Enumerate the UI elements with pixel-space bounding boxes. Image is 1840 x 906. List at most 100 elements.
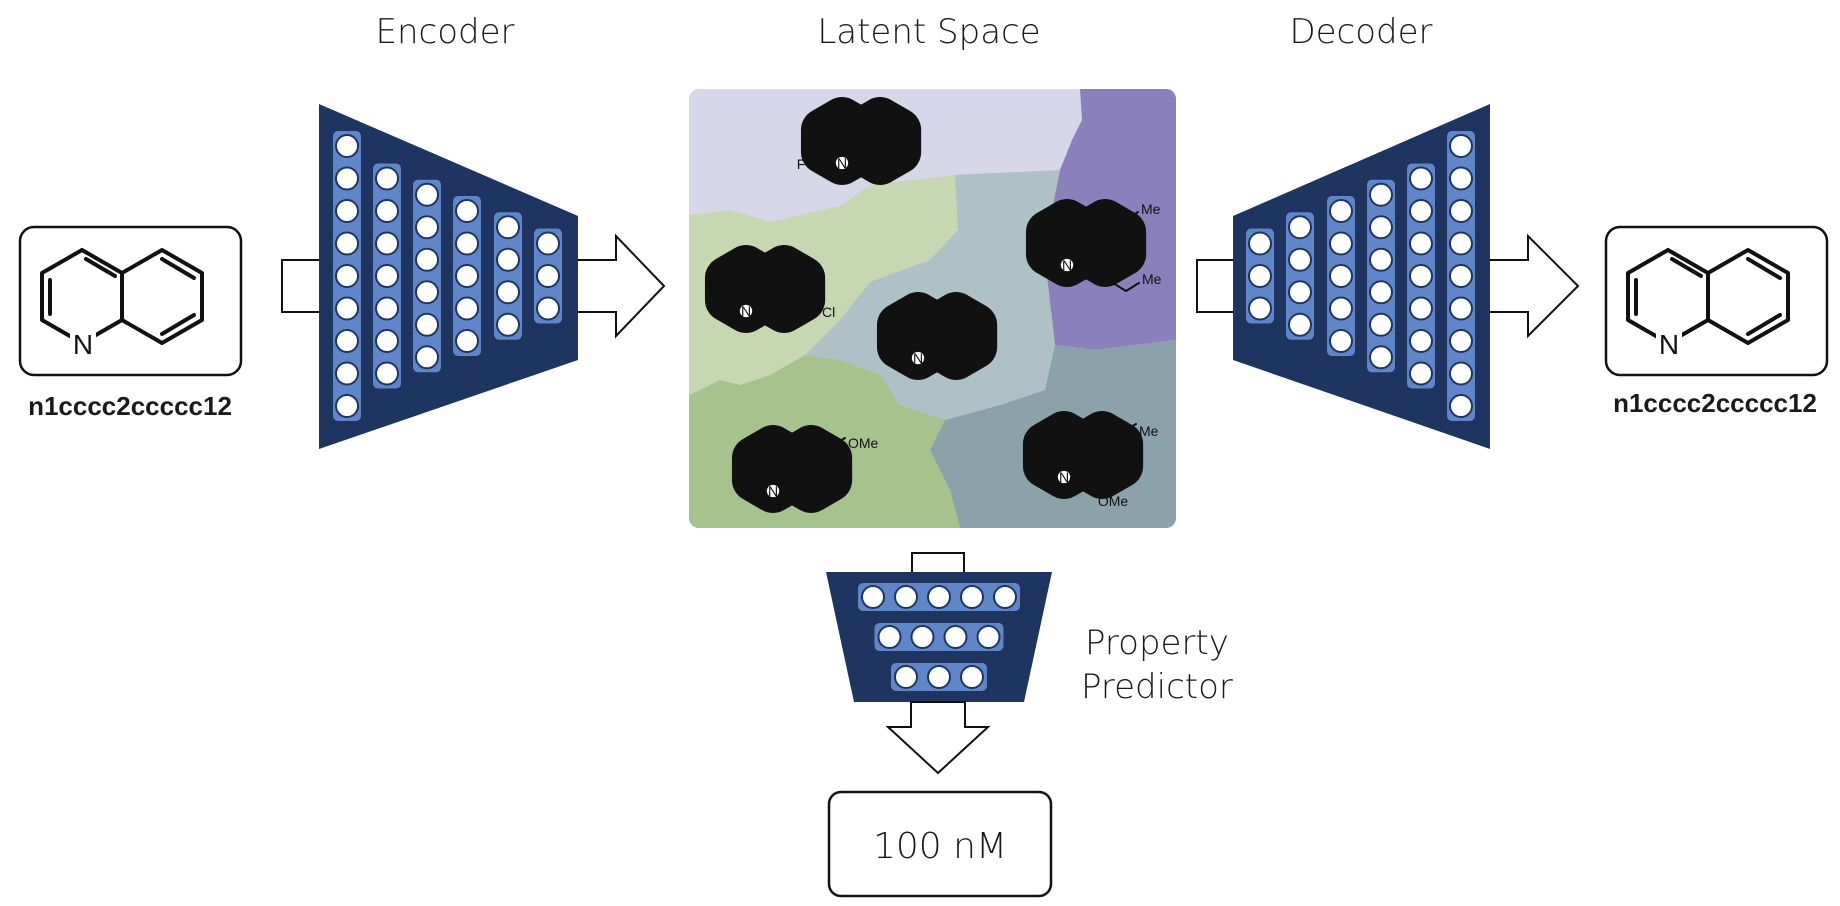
decoder-neuron bbox=[1409, 296, 1433, 321]
input-quinoline-structure: N bbox=[40, 248, 204, 360]
decoder-neuron bbox=[1288, 247, 1312, 272]
encoder-neuron bbox=[375, 166, 399, 191]
encoder-neuron bbox=[455, 296, 479, 321]
latent-atom-f: F bbox=[797, 156, 806, 172]
input-molecule: N bbox=[18, 225, 243, 377]
encoder-neuron bbox=[415, 345, 439, 370]
property-predictor-network-icon bbox=[826, 572, 1052, 702]
prediction-value: 100 nM bbox=[873, 826, 1007, 867]
decoder-neuron bbox=[1369, 280, 1393, 305]
predictor-neuron bbox=[877, 625, 902, 649]
predictor-input-stub-icon bbox=[911, 552, 965, 574]
decoder-neuron bbox=[1409, 231, 1433, 256]
encoder-neuron bbox=[415, 247, 439, 272]
encoder-neuron bbox=[415, 312, 439, 337]
decoder-neuron bbox=[1449, 134, 1473, 158]
input-smiles: n1cccc2ccccc12 bbox=[28, 391, 232, 421]
output-nitrogen-label: N bbox=[1659, 329, 1679, 360]
encoder-neuron bbox=[335, 231, 359, 256]
prediction-output-box bbox=[827, 790, 1053, 898]
encoder-neuron bbox=[335, 264, 359, 288]
encoder-neuron bbox=[335, 394, 359, 418]
decoder-neuron bbox=[1329, 296, 1353, 321]
encoder-neuron bbox=[496, 280, 520, 305]
latent-atom-n: N bbox=[741, 303, 751, 319]
latent-atom-ome: OMe bbox=[848, 435, 879, 451]
decoder-neuron bbox=[1449, 199, 1473, 223]
latent-atom-n: N bbox=[1062, 257, 1072, 273]
latent-atom-me: Me bbox=[1142, 271, 1162, 287]
decoder-neuron bbox=[1449, 264, 1473, 288]
decoder-neuron bbox=[1369, 182, 1393, 207]
predictor-neuron bbox=[910, 625, 935, 649]
predictor-neuron bbox=[976, 625, 1001, 649]
decoder-neuron bbox=[1248, 231, 1272, 256]
encoder-neuron bbox=[335, 361, 359, 386]
decoder-neuron bbox=[1369, 247, 1393, 272]
decoder-neuron bbox=[1449, 361, 1473, 386]
decoder-neuron bbox=[1329, 231, 1353, 256]
encoder-neuron bbox=[375, 231, 399, 256]
encoder-neuron bbox=[335, 166, 359, 191]
quinoline-structure-center bbox=[876, 292, 998, 380]
encoder-neuron bbox=[375, 296, 399, 321]
decoder-input-arrow-icon bbox=[1196, 259, 1238, 313]
encoder-neuron bbox=[455, 231, 479, 256]
latent-molecule-bottom-right: N Me OMe bbox=[1022, 411, 1159, 509]
latent-atom-n: N bbox=[768, 483, 778, 499]
decoder-neuron bbox=[1288, 215, 1312, 240]
quinoline-structure-bottom-left bbox=[731, 425, 853, 513]
decoder-neuron bbox=[1288, 280, 1312, 305]
input-molecule-box bbox=[18, 225, 243, 377]
latent-molecule-bottom-left: N OMe bbox=[731, 425, 879, 513]
encoder-neuron bbox=[375, 264, 399, 288]
latent-atom-ome: OMe bbox=[1098, 493, 1129, 509]
decoder-layer-4 bbox=[1367, 179, 1395, 373]
encoder-neuron bbox=[375, 329, 399, 353]
predictor-neuron bbox=[927, 585, 951, 609]
decoder-neuron bbox=[1449, 394, 1473, 418]
decoder-title: Decoder bbox=[1289, 12, 1432, 52]
predictor-neuron bbox=[861, 585, 885, 609]
encoder-output-arrow-icon bbox=[574, 233, 666, 339]
decoder-neuron bbox=[1409, 166, 1433, 191]
quinoline-structure-top bbox=[800, 97, 922, 185]
property-predictor-label-line1: Property bbox=[1085, 623, 1229, 663]
decoder-neuron bbox=[1369, 215, 1393, 240]
decoder-neuron bbox=[1329, 264, 1353, 288]
encoder-neuron bbox=[335, 199, 359, 223]
encoder-neuron bbox=[455, 329, 479, 353]
predictor-layer-2 bbox=[874, 623, 1004, 651]
decoder-network-icon bbox=[1233, 104, 1490, 449]
decoder-neuron bbox=[1449, 231, 1473, 256]
quinoline-structure-bottom-right bbox=[1022, 411, 1144, 499]
output-quinoline-structure: N bbox=[1626, 248, 1790, 360]
latent-atom-n: N bbox=[837, 155, 847, 171]
decoder-neuron bbox=[1369, 312, 1393, 337]
latent-atom-cl: Cl bbox=[822, 304, 835, 320]
encoder-neuron bbox=[375, 361, 399, 386]
quinoline-structure-left bbox=[704, 245, 826, 333]
encoder-layer-5 bbox=[494, 212, 522, 340]
latent-molecule-center: N bbox=[876, 292, 998, 380]
encoder-neuron bbox=[415, 215, 439, 240]
decoder-neuron bbox=[1248, 264, 1272, 288]
predictor-neuron bbox=[993, 585, 1017, 609]
decoder-neuron bbox=[1329, 199, 1353, 223]
encoder-neuron bbox=[536, 231, 560, 256]
predictor-neuron bbox=[943, 625, 968, 649]
decoder-output-arrow-icon bbox=[1487, 233, 1580, 339]
encoder-neuron bbox=[455, 199, 479, 223]
latent-atom-o: O bbox=[1100, 273, 1111, 289]
encoder-neuron bbox=[455, 264, 479, 288]
decoder-neuron bbox=[1248, 296, 1272, 321]
decoder-neuron bbox=[1449, 296, 1473, 321]
predictor-neuron bbox=[894, 585, 918, 609]
latent-atom-me: Me bbox=[1139, 423, 1159, 439]
encoder-input-arrow-icon bbox=[281, 259, 321, 313]
input-nitrogen-label: N bbox=[73, 329, 93, 360]
encoder-neuron bbox=[415, 280, 439, 305]
latent-molecule-left: N Cl bbox=[704, 245, 835, 333]
decoder-neuron bbox=[1329, 329, 1353, 353]
